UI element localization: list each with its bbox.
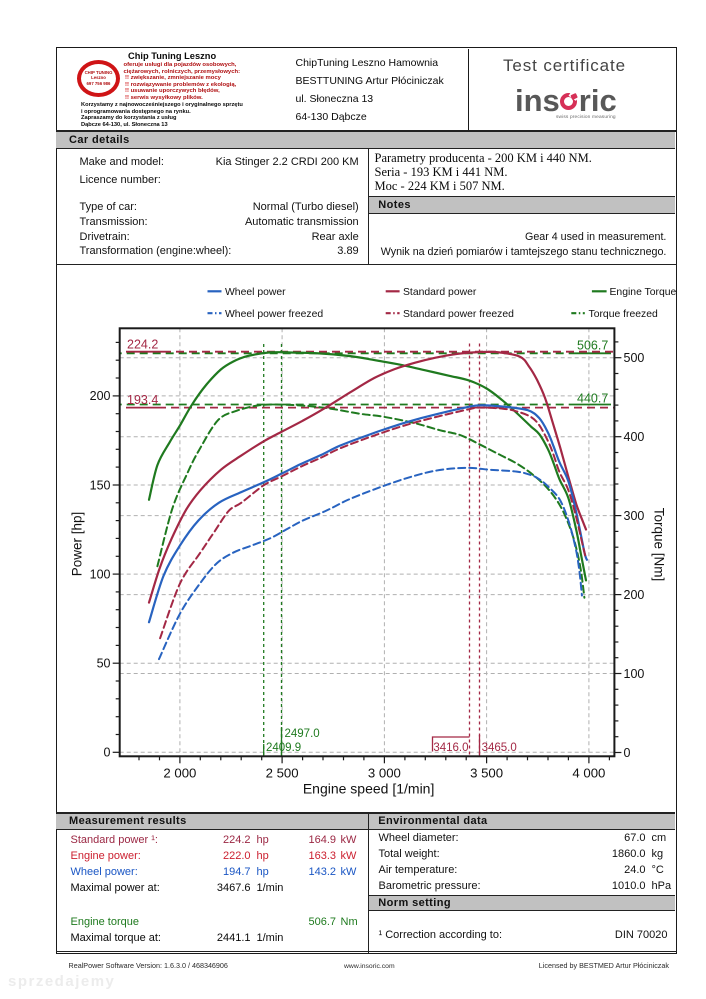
svg-text:Wheel power freezed: Wheel power freezed <box>225 309 323 320</box>
svg-text:100: 100 <box>90 567 111 581</box>
svg-text:Engine speed [1/min]: Engine speed [1/min] <box>303 781 435 797</box>
svg-text:2 000: 2 000 <box>163 765 196 780</box>
svg-text:193.4: 193.4 <box>127 393 158 407</box>
svg-text:200: 200 <box>90 389 111 403</box>
svg-text:Wheel power: Wheel power <box>225 287 286 298</box>
svg-text:2409.9: 2409.9 <box>266 742 301 754</box>
svg-text:Torque [Nm]: Torque [Nm] <box>652 508 667 582</box>
svg-text:3465.0: 3465.0 <box>482 742 517 754</box>
svg-text:3 000: 3 000 <box>368 765 401 780</box>
svg-text:3 500: 3 500 <box>470 765 503 780</box>
svg-text:150: 150 <box>90 478 111 492</box>
svg-text:Standard power: Standard power <box>403 287 477 298</box>
svg-text:2 500: 2 500 <box>266 765 299 780</box>
svg-text:3416.0: 3416.0 <box>433 742 468 754</box>
svg-text:506.7: 506.7 <box>577 338 608 352</box>
svg-text:224.2: 224.2 <box>127 338 158 352</box>
svg-text:2497.0: 2497.0 <box>285 728 320 740</box>
svg-text:4 000: 4 000 <box>572 765 605 780</box>
svg-text:100: 100 <box>624 667 645 681</box>
svg-text:200: 200 <box>624 588 645 602</box>
svg-text:Power [hp]: Power [hp] <box>70 512 85 577</box>
svg-text:440.7: 440.7 <box>577 391 608 405</box>
svg-text:500: 500 <box>624 351 645 365</box>
svg-text:300: 300 <box>624 509 645 523</box>
svg-text:0: 0 <box>104 746 111 760</box>
svg-text:400: 400 <box>624 430 645 444</box>
svg-text:Standard power freezed: Standard power freezed <box>403 309 514 320</box>
svg-text:Torque freezed: Torque freezed <box>589 309 659 320</box>
svg-text:0: 0 <box>624 746 631 760</box>
svg-text:50: 50 <box>97 657 111 671</box>
svg-text:Engine Torque: Engine Torque <box>610 287 677 298</box>
